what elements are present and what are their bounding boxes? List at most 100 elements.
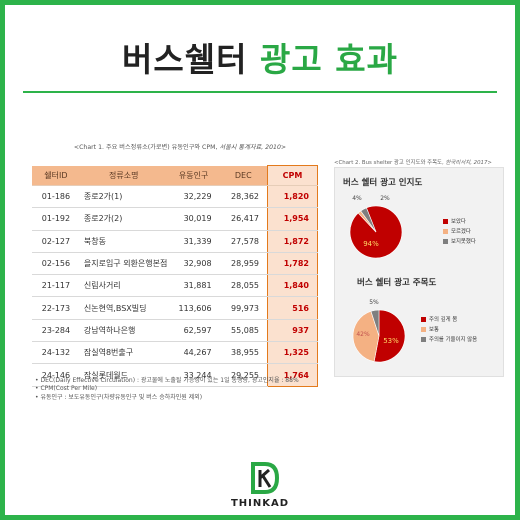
cell-stop-name: 잠실롯데월드: [79, 363, 168, 387]
table-row: 01-192 종로2가(2) 30,019 26,417 1,954: [32, 207, 318, 231]
cell-dec: 38,955: [219, 341, 268, 365]
cell-cpm: 1,782: [267, 252, 318, 276]
cell-cpm: 1,954: [267, 207, 318, 231]
title-divider: [23, 91, 497, 93]
cell-stop-name: 신논현역,BSX빌딩: [79, 296, 168, 320]
cell-shelter-id: 02-127: [32, 230, 80, 253]
cell-population: 62,597: [167, 319, 220, 343]
legend-item: 주의를 기울이지 않음: [421, 334, 477, 344]
cell-cpm: 1,764: [267, 363, 318, 387]
attention-pie-chart: 53% 42% 5%: [352, 299, 406, 363]
cell-population: 33,244: [167, 363, 220, 387]
cpm-table: 쉘터ID 정류소명 유동인구 DEC CPM 01-186 종로2가(1) 32,2…: [32, 165, 318, 387]
header-cpm: CPM: [267, 165, 318, 186]
legend-label: 모르겠다: [451, 229, 471, 235]
cell-population: 32,229: [167, 185, 220, 209]
legend-swatch: [443, 228, 448, 234]
cell-population: 30,019: [167, 207, 220, 231]
cell-stop-name: 잠실역8번출구: [79, 341, 168, 365]
pie-slice-3: [360, 207, 377, 233]
legend-swatch: [443, 238, 448, 244]
chart-caption: <Chart 2. Bus shelter 광고 인지도와 주목도, 한국리서치…: [334, 158, 502, 166]
table-row: 02-127 북창동 31,339 27,578 1,872: [32, 230, 318, 253]
legend-swatch: [421, 316, 426, 322]
chart2-legend: 주의 깊게 봄 보통 주의를 기울이지 않음: [421, 314, 477, 344]
chart2-title: 버스 쉘터 광고 주목도: [357, 278, 437, 288]
cell-shelter-id: 01-186: [32, 185, 80, 209]
thinkad-logo-icon: [251, 462, 280, 494]
note-cpm: • CPM(Cost Per Mile): [35, 385, 98, 393]
cell-dec: 26,417: [219, 207, 268, 231]
legend-label: 보았다: [451, 219, 466, 225]
cell-cpm: 937: [267, 319, 318, 343]
legend-swatch: [443, 218, 448, 224]
pie-data-label-2: 42%: [356, 331, 370, 338]
note-dec: • DEC(Daily Effective Circulation) : 광고물…: [35, 377, 299, 384]
legend-label: 보통: [429, 327, 439, 333]
legend-swatch: [421, 336, 426, 342]
cell-cpm: 1,820: [267, 185, 318, 209]
cell-stop-name: 신림사거리: [79, 274, 168, 298]
title-part2: 광고 효과: [260, 40, 398, 79]
cell-dec: 27,578: [219, 230, 268, 253]
legend-label: 주의를 기울이지 않음: [429, 337, 478, 343]
table-row: 23-284 강남역하나은행 62,597 55,085 937: [32, 319, 318, 343]
pie-slice-3: [370, 309, 380, 337]
table-row: 01-186 종로2가(1) 32,229 28,362 1,820: [32, 185, 318, 209]
cell-population: 113,606: [167, 296, 220, 320]
table-row: 24-146 잠실롯데월드 33,244 29,255 1,764: [32, 363, 318, 387]
cell-dec: 29,255: [219, 363, 268, 387]
legend-swatch: [421, 326, 426, 332]
pie-data-label-3: 4%: [352, 195, 362, 202]
legend-item: 보았다: [443, 216, 476, 226]
cell-shelter-id: 22-173: [32, 296, 80, 320]
cell-shelter-id: 23-284: [32, 319, 80, 343]
cell-shelter-id: 02-156: [32, 252, 80, 276]
cell-stop-name: 북창동: [79, 230, 168, 253]
cell-dec: 55,085: [219, 319, 268, 343]
cell-population: 44,267: [167, 341, 220, 365]
table-row: 24-132 잠실역8번출구 44,267 38,955 1,325: [32, 341, 318, 365]
header-population: 유동인구: [167, 165, 220, 186]
cell-stop-name: 종로2가(2): [79, 207, 168, 231]
title-part1: 버스쉘터: [122, 40, 248, 79]
pie-slice-2: [352, 310, 380, 362]
cell-shelter-id: 24-146: [32, 363, 80, 387]
cell-shelter-id: 21-117: [32, 274, 80, 298]
table-header-row: 쉘터ID 정류소명 유동인구 DEC CPM: [32, 165, 318, 186]
pie-data-label-3: 5%: [369, 299, 379, 306]
legend-item: 보통: [421, 324, 477, 334]
table-caption: <Chart 1. 주요 버스정류소(가로변) 유동인구와 CPM, 서울시 통…: [35, 142, 325, 151]
cell-dec: 28,362: [219, 185, 268, 209]
cell-population: 32,908: [167, 252, 220, 276]
table-notes: • DEC(Daily Effective Circulation) : 광고물…: [35, 377, 325, 402]
pie-data-label-1: 94%: [363, 240, 379, 248]
cell-cpm: 1,325: [267, 341, 318, 365]
chart-caption-source: 한국리서치, 2017>: [445, 160, 492, 166]
table-row: 21-117 신림사거리 31,881 28,055 1,840: [32, 274, 318, 298]
note-population: • 유동인구 : 보도유동인구(차량유동인구 및 버스 승하차인원 제외): [35, 393, 203, 401]
table-caption-main: <Chart 1. 주요 버스정류소(가로변) 유동인구와 CPM,: [73, 144, 218, 151]
chart1-title: 버스 쉘터 광고 인지도: [343, 178, 423, 188]
cell-stop-name: 종로2가(1): [79, 185, 168, 209]
cell-cpm: 1,872: [267, 230, 318, 253]
pie-slice-1: [373, 309, 406, 363]
pie-data-label-1: 53%: [383, 337, 399, 345]
cell-shelter-id: 24-132: [32, 341, 80, 365]
legend-label: 보지못했다: [451, 239, 476, 245]
table-caption-source: 서울시 통계자료, 2010>: [219, 144, 287, 151]
page-title: 버스쉘터 광고 효과: [5, 33, 515, 81]
cell-cpm: 516: [267, 296, 318, 320]
header-stop-name: 정류소명: [79, 165, 168, 186]
cell-stop-name: 강남역하나은행: [79, 319, 168, 343]
pie-data-label-2: 2%: [380, 195, 390, 202]
chart-caption-main: <Chart 2. Bus shelter 광고 인지도와 주목도,: [334, 160, 444, 166]
cell-cpm: 1,840: [267, 274, 318, 298]
cell-population: 31,881: [167, 274, 220, 298]
header-dec: DEC: [219, 165, 268, 186]
cell-shelter-id: 01-192: [32, 207, 80, 231]
legend-item: 모르겠다: [443, 226, 476, 236]
